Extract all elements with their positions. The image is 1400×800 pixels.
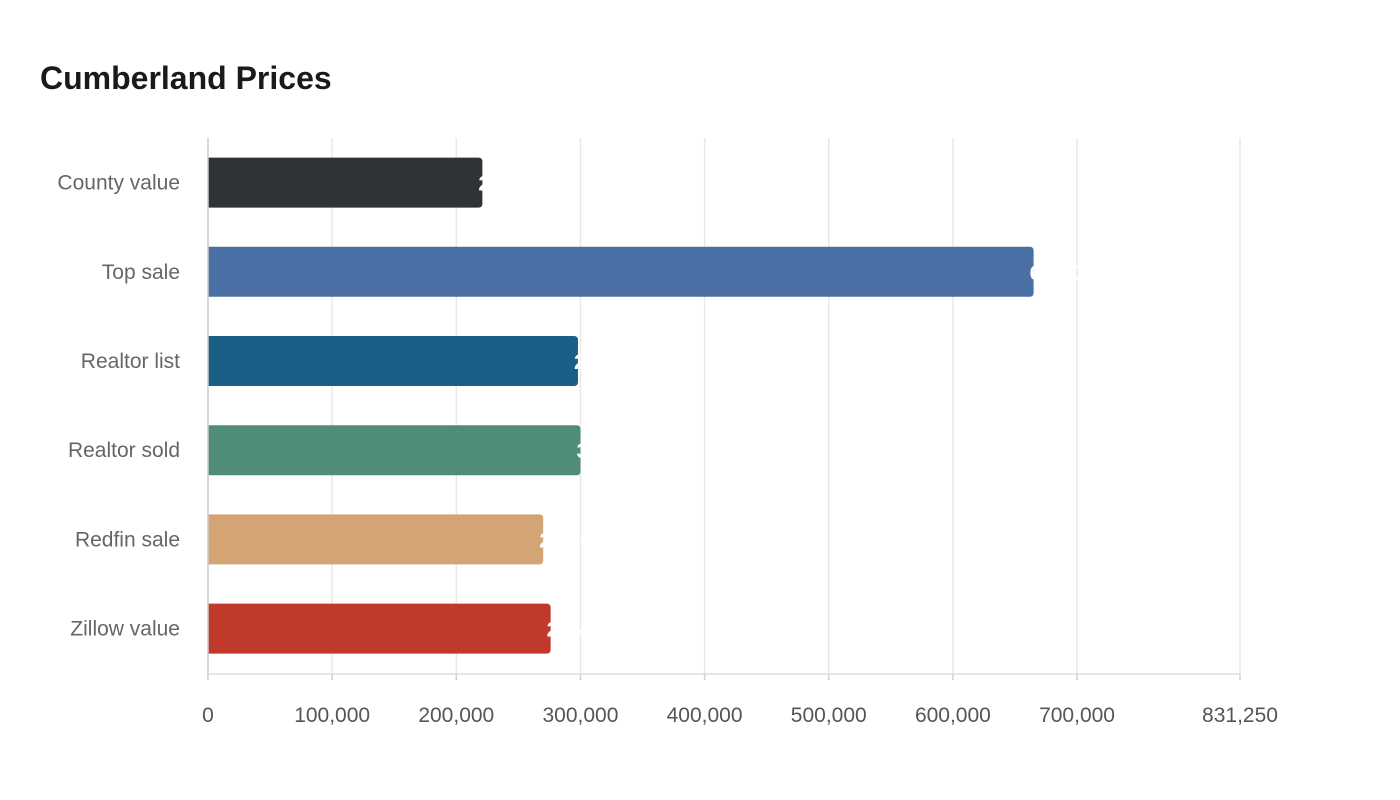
category-label: Redfin sale: [75, 528, 180, 551]
category-label: Realtor sold: [68, 439, 180, 462]
category-label: Zillow value: [70, 618, 180, 641]
bars: [208, 157, 1034, 654]
bar: [208, 246, 1034, 297]
bar: [208, 425, 581, 476]
x-tick-label: 700,000: [1039, 704, 1115, 727]
data-label: 270,000: [539, 529, 615, 552]
x-tick-label: 831,250: [1202, 704, 1278, 727]
data-label: 276,000: [547, 619, 623, 642]
x-tick-label: 200,000: [418, 704, 494, 727]
bar: [208, 336, 578, 386]
axes: [207, 138, 1241, 680]
data-label: 665,000: [1030, 262, 1106, 285]
category-label: Top sale: [102, 261, 180, 284]
data-label: 298,000: [574, 351, 650, 374]
x-tick-label: 0: [202, 704, 214, 727]
grid-lines: [331, 138, 1241, 674]
x-tick-label: 600,000: [915, 704, 991, 727]
x-tick-label: 500,000: [791, 704, 867, 727]
data-label: 300,000: [576, 440, 652, 463]
labels: 0 100,000 200,000 300,000 400,000 500,000 600,…: [57, 172, 1278, 727]
bar: [208, 603, 551, 654]
x-tick-label: 100,000: [294, 704, 370, 727]
x-tick-label: 400,000: [667, 704, 743, 727]
chart-title: Cumberland Prices: [40, 60, 332, 96]
x-tick-label: 300,000: [542, 704, 618, 727]
category-label: Realtor list: [81, 350, 180, 373]
bar: [208, 514, 544, 565]
category-label: County value: [57, 172, 180, 195]
data-label: 221,000: [478, 173, 554, 196]
bar: [208, 157, 483, 208]
